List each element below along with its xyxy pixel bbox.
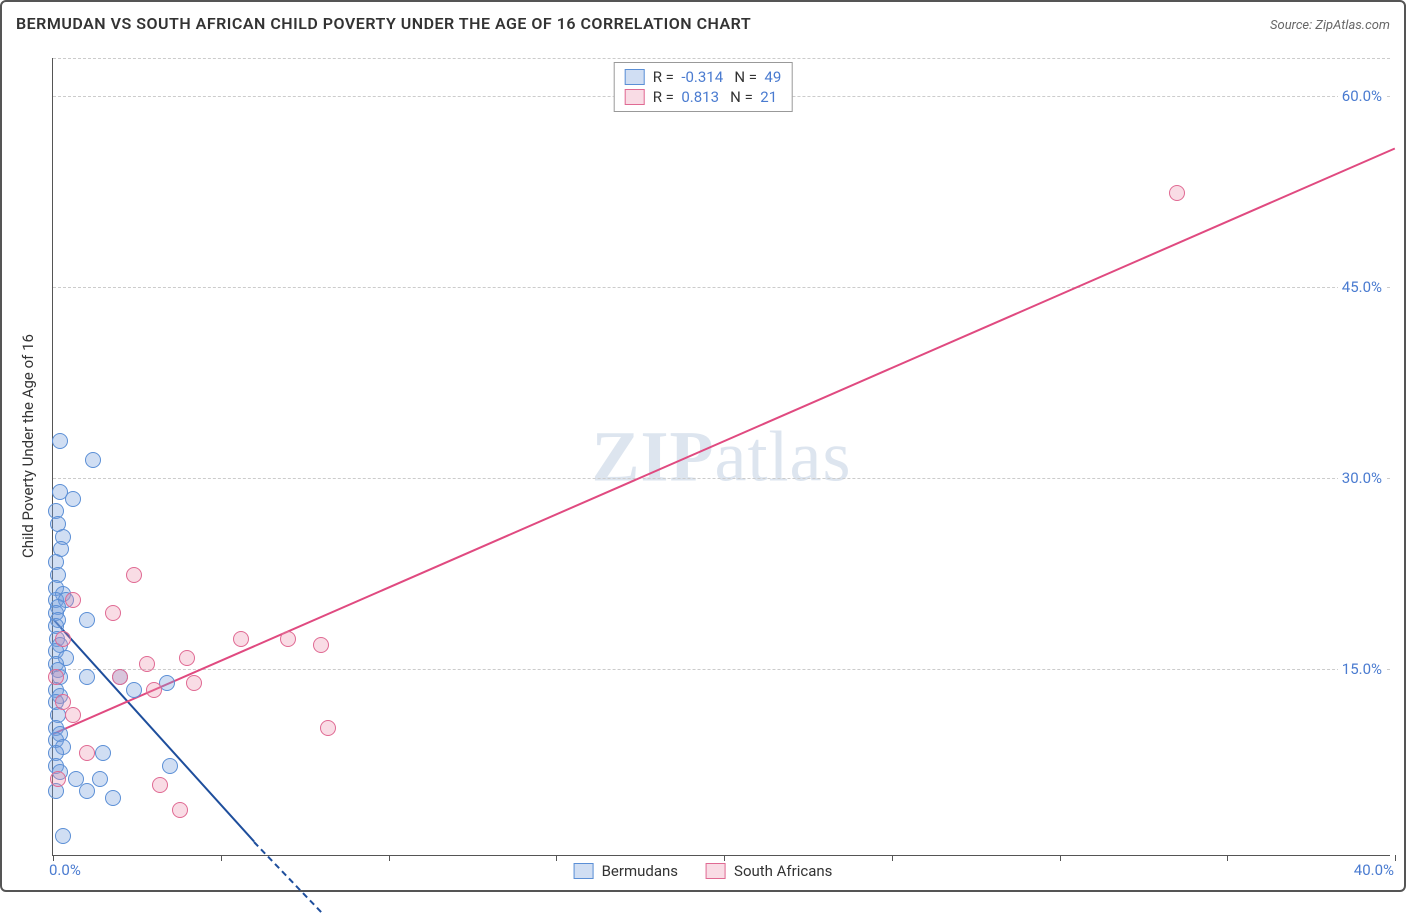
gridline (53, 478, 1390, 479)
data-point (65, 592, 81, 608)
chart-container: BERMUDAN VS SOUTH AFRICAN CHILD POVERTY … (0, 0, 1406, 892)
legend-item: Bermudans (574, 862, 678, 880)
data-point (92, 771, 108, 787)
data-point (65, 707, 81, 723)
gridline (53, 669, 1390, 670)
data-point (1169, 185, 1185, 201)
regression-line (254, 841, 323, 912)
y-tick-label: 60.0% (1338, 87, 1386, 105)
data-point (126, 682, 142, 698)
legend-stat-text: R = 0.813 N = 21 (653, 88, 777, 106)
x-tick-label: 40.0% (1354, 861, 1394, 879)
data-point (313, 637, 329, 653)
data-point (233, 631, 249, 647)
x-tick (1060, 855, 1061, 861)
legend-series: Bermudans South Africans (574, 862, 833, 880)
data-point (126, 567, 142, 583)
gridline (53, 287, 1390, 288)
data-point (280, 631, 296, 647)
data-point (179, 650, 195, 666)
data-point (65, 491, 81, 507)
data-point (172, 802, 188, 818)
data-point (48, 669, 64, 685)
gridline (53, 58, 1390, 59)
legend-stat-row: R = -0.314 N = 49 (625, 67, 782, 87)
data-point (152, 777, 168, 793)
legend-stat-row: R = 0.813 N = 21 (625, 87, 782, 107)
x-tick (389, 855, 390, 861)
data-point (52, 433, 68, 449)
regression-line (53, 147, 1396, 734)
legend-swatch (706, 863, 726, 879)
data-point (162, 758, 178, 774)
y-axis-label: Child Poverty Under the Age of 16 (19, 334, 37, 558)
legend-label: South Africans (734, 862, 832, 880)
legend-swatch (625, 89, 645, 105)
legend-swatch (625, 69, 645, 85)
data-point (105, 605, 121, 621)
plot-area: ZIPatlas 15.0%30.0%45.0%60.0%0.0%40.0% (52, 58, 1390, 856)
legend-stat-text: R = -0.314 N = 49 (653, 68, 782, 86)
data-point (146, 682, 162, 698)
data-point (55, 631, 71, 647)
legend-stats-box: R = -0.314 N = 49 R = 0.813 N = 21 (614, 62, 793, 112)
legend-label: Bermudans (602, 862, 678, 880)
x-tick (1227, 855, 1228, 861)
data-point (139, 656, 155, 672)
x-tick (724, 855, 725, 861)
x-tick (221, 855, 222, 861)
title-row: BERMUDAN VS SOUTH AFRICAN CHILD POVERTY … (16, 14, 1390, 33)
data-point (105, 790, 121, 806)
watermark: ZIPatlas (592, 415, 852, 498)
data-point (186, 675, 202, 691)
data-point (85, 452, 101, 468)
data-point (95, 745, 111, 761)
data-point (112, 669, 128, 685)
legend-swatch (574, 863, 594, 879)
data-point (50, 771, 66, 787)
y-tick-label: 45.0% (1338, 278, 1386, 296)
data-point (320, 720, 336, 736)
data-point (79, 669, 95, 685)
data-point (79, 612, 95, 628)
x-tick (892, 855, 893, 861)
data-point (79, 783, 95, 799)
legend-item: South Africans (706, 862, 832, 880)
source-label: Source: ZipAtlas.com (1270, 18, 1390, 33)
chart-title: BERMUDAN VS SOUTH AFRICAN CHILD POVERTY … (16, 14, 751, 33)
data-point (79, 745, 95, 761)
x-tick (1395, 855, 1396, 861)
y-tick-label: 15.0% (1338, 660, 1386, 678)
x-tick (556, 855, 557, 861)
data-point (55, 828, 71, 844)
y-tick-label: 30.0% (1338, 469, 1386, 487)
x-tick-label: 0.0% (49, 861, 81, 879)
regression-line (52, 618, 255, 842)
